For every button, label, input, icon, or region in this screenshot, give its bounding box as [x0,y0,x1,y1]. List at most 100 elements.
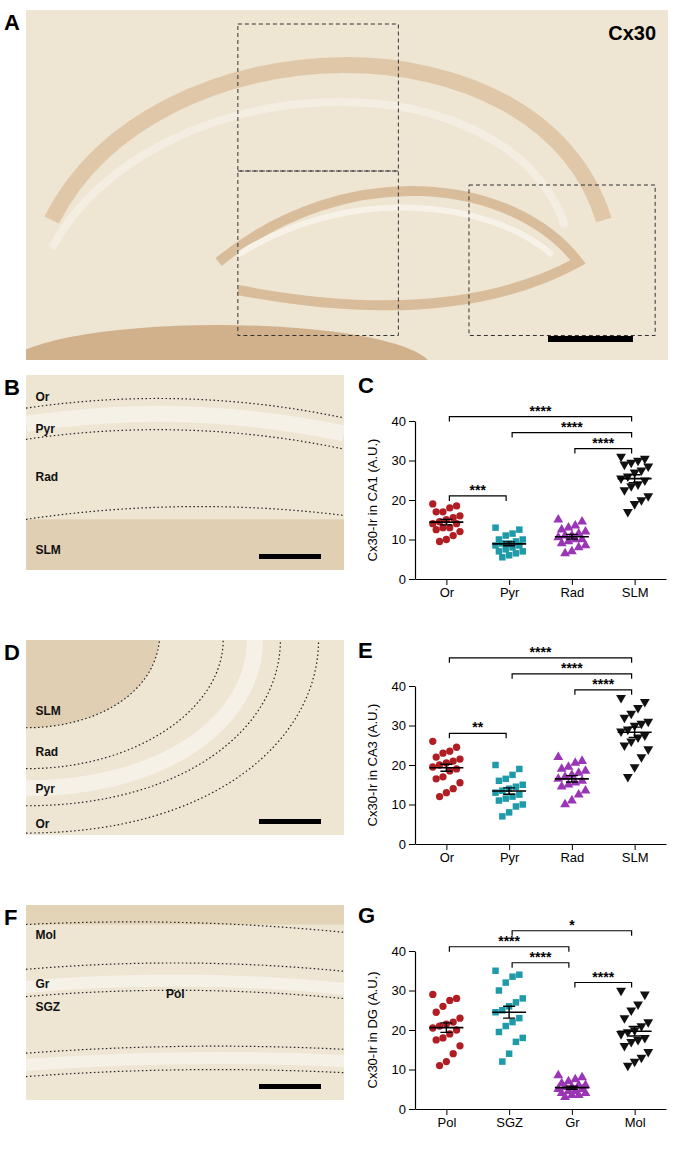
y-tick-mark [409,500,415,501]
data-point [506,809,512,815]
y-tick-mark [409,805,415,806]
layer-boundary [26,507,344,520]
data-point [577,755,587,764]
data-point [436,793,443,800]
data-point [496,548,502,554]
micrograph-panel: OrPyrRadSLM [26,375,344,570]
y-tick-label: 40 [392,944,406,959]
inset-box [469,185,655,336]
y-tick: 20 [392,758,415,773]
data-point [443,536,450,543]
x-tick: Rad [560,844,584,865]
data-point [450,1018,457,1025]
data-point [616,475,626,484]
data-point [433,753,440,760]
mean-line [555,1087,589,1089]
chart-panel: E010203040OrPyrRadSLMCx30-Ir in CA3 (A.U… [358,638,667,865]
data-point [567,546,577,555]
data-point [626,1007,636,1016]
data-point [560,1091,570,1100]
data-point [564,761,574,770]
x-tick-mark [446,1109,447,1115]
data-point [620,742,630,751]
error-bar [440,764,452,771]
data-point [439,1003,446,1010]
data-point [456,528,463,535]
data-point [567,1089,577,1098]
micrograph-background [26,10,668,360]
significance-label: **** [530,403,552,419]
inset-box [238,24,398,171]
data-point [519,1035,525,1041]
y-tick-mark [409,1030,415,1031]
x-axis: OrPyrRadSLM [416,844,667,865]
tissue-layer [26,640,255,788]
x-axis: PolSGZGrMol [416,1109,667,1130]
data-point [637,754,647,763]
y-axis: 010203040 [392,944,416,1117]
data-point [620,1043,630,1052]
data-point [620,715,630,724]
y-tick: 40 [392,679,415,694]
data-point [509,1019,515,1025]
data-point [456,1042,463,1049]
x-tick-label: Pol [437,1115,456,1130]
data-point [502,795,508,801]
x-tick: SGZ [496,1109,523,1130]
data-point [433,526,440,533]
x-tick-mark [509,844,510,850]
x-tick: Or [440,579,455,600]
data-point [616,1031,626,1040]
x-tick: SLM [622,579,649,600]
region-label: Mol [36,928,57,942]
scale-bar [259,819,321,824]
data-point [513,783,519,789]
data-point [620,487,630,496]
y-tick: 10 [392,1062,415,1077]
data-point [450,532,457,539]
data-point [620,1015,630,1024]
error-bar [566,776,578,782]
x-axis-line [416,1109,667,1110]
region-label: Pol [166,987,185,1001]
tissue-layer [26,414,344,433]
significance-label: **** [592,435,614,451]
x-tick: Or [440,844,455,865]
micrograph-panel: SLMRadPyrOr [26,640,344,835]
data-point [496,1029,502,1035]
data-point [446,997,453,1004]
chart-panel: C010203040OrPyrRadSLMCx30-Ir in CA1 (A.U… [358,373,667,600]
y-tick-label: 10 [392,797,406,812]
data-point [433,1036,440,1043]
data-point [620,462,630,471]
region-label: Gr [36,977,50,991]
micrograph-background [26,640,344,835]
data-point [492,524,498,530]
data-point [492,968,498,974]
data-point [581,540,591,549]
y-axis: 010203040 [392,679,416,852]
tissue-layer [238,208,553,255]
y-axis-title: Cx30-Ir in CA1 (A.U.) [365,439,380,562]
region-label: SLM [36,704,61,718]
data-point [516,526,522,532]
data-point [553,773,563,782]
x-tick-mark [572,1109,573,1115]
x-tick-label: Or [440,585,455,600]
layer-boundary [26,640,280,806]
data-point [492,762,498,768]
region-label: Pyr [36,422,56,436]
layer-boundary [26,640,160,728]
significance-label: ** [472,719,483,735]
plot-data [429,968,653,1100]
x-tick: Pol [437,1109,456,1130]
y-tick: 10 [392,532,415,547]
data-point [509,530,515,536]
data-point [456,1014,463,1021]
y-axis: 010203040 [392,414,416,587]
layer-boundary [26,963,344,971]
y-axis-title: Cx30-Ir in DG (A.U.) [365,971,380,1088]
micrograph [26,640,344,835]
error-bar [629,475,641,483]
data-point [439,749,446,756]
